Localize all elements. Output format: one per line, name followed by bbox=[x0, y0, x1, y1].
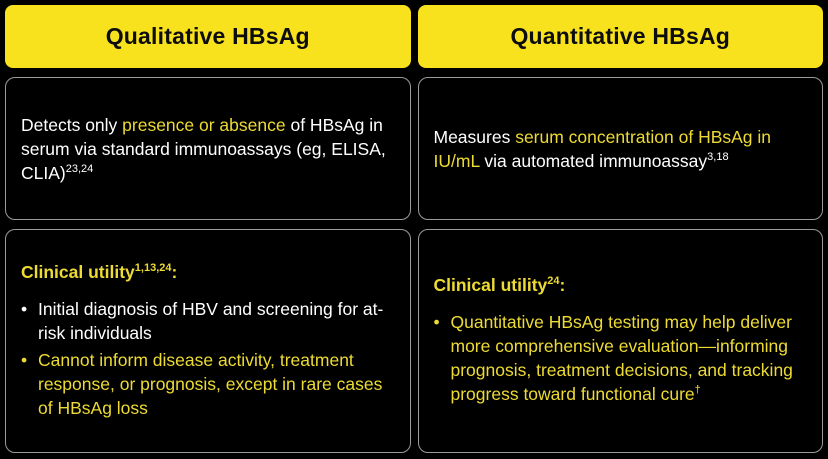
qualitative-description-text: Detects only presence or absence of HBsA… bbox=[21, 113, 395, 185]
bullet-marker: • bbox=[21, 349, 28, 370]
text-segment: 23,24 bbox=[65, 162, 94, 175]
quantitative-utility-cell: Clinical utility24: • Quantitative HBsAg … bbox=[417, 229, 823, 453]
quantitative-utility-heading: Clinical utility24: bbox=[434, 273, 808, 297]
bullet-item: • Initial diagnosis of HBV and screening … bbox=[21, 297, 395, 345]
qualitative-utility-bullet-list: • Initial diagnosis of HBV and screening … bbox=[21, 297, 395, 423]
quantitative-header-label: Quantitative HBsAg bbox=[510, 23, 731, 49]
text-segment: : bbox=[171, 261, 178, 282]
text-segment: Initial diagnosis of HBV and screening f… bbox=[38, 298, 384, 343]
qualitative-description-cell: Detects only presence or absence of HBsA… bbox=[5, 77, 411, 220]
text-segment: 24 bbox=[547, 275, 560, 288]
text-segment: Clinical utility bbox=[433, 275, 548, 295]
text-segment: Quantitative HBsAg testing may help deli… bbox=[450, 312, 793, 404]
text-segment: : bbox=[559, 275, 566, 295]
qualitative-utility-heading: Clinical utility1,13,24: bbox=[21, 260, 395, 284]
text-segment: Cannot inform disease activity, treatmen… bbox=[38, 349, 383, 418]
text-segment: serum concentration of HBsAg in IU/mL bbox=[433, 126, 772, 171]
text-segment: † bbox=[694, 384, 701, 397]
text-segment: presence or absence bbox=[122, 114, 286, 135]
quantitative-utility-bullet-list: • Quantitative HBsAg testing may help del… bbox=[434, 310, 808, 409]
text-segment: 1,13,24 bbox=[134, 261, 172, 274]
text-segment: 3,18 bbox=[707, 150, 729, 163]
text-segment: Measures bbox=[433, 126, 516, 147]
bullet-item: • Cannot inform disease activity, treatme… bbox=[21, 348, 395, 420]
text-segment: Detects only bbox=[21, 114, 123, 135]
qualitative-utility-cell: Clinical utility1,13,24: • Initial diagno… bbox=[5, 229, 411, 453]
quantitative-description-text: Measures serum concentration of HBsAg in… bbox=[434, 125, 808, 173]
bullet-item: • Quantitative HBsAg testing may help del… bbox=[434, 310, 808, 406]
text-segment: of HBsAg in serum via standard immunoass… bbox=[21, 114, 386, 183]
text-segment: via automated immunoassay bbox=[479, 150, 708, 171]
quantitative-description-cell: Measures serum concentration of HBsAg in… bbox=[417, 77, 823, 220]
text-segment: Clinical utility bbox=[21, 261, 135, 282]
bullet-marker: • bbox=[433, 312, 440, 332]
qualitative-header-label: Qualitative HBsAg bbox=[105, 23, 310, 49]
quantitative-header: Quantitative HBsAg bbox=[417, 5, 823, 68]
qualitative-header: Qualitative HBsAg bbox=[5, 5, 411, 68]
bullet-marker: • bbox=[21, 298, 28, 319]
